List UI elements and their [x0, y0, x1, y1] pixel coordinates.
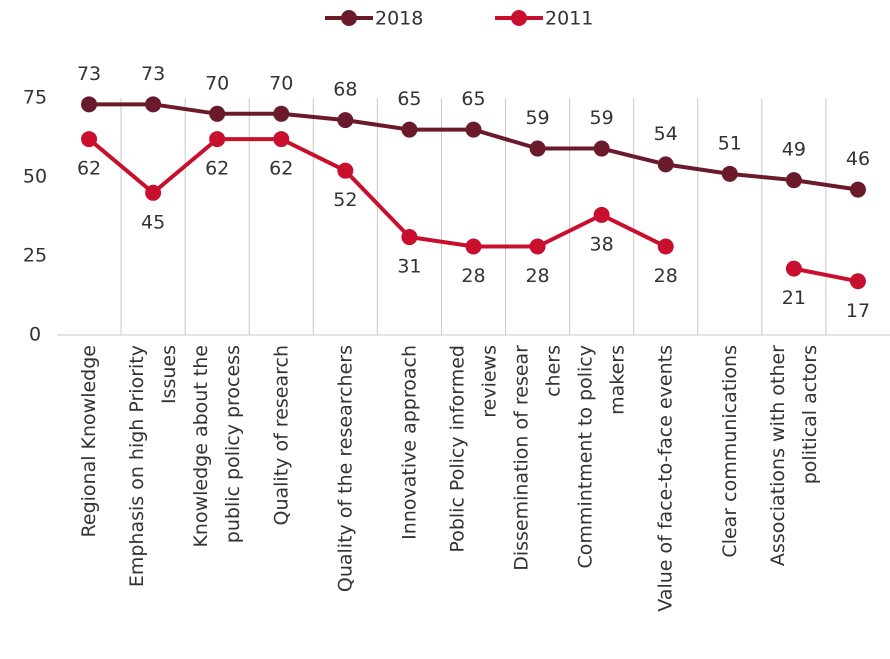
- data-label: 46: [846, 148, 870, 170]
- x-tick-label: Associations with other political actors: [766, 345, 820, 566]
- y-tick-label: 0: [29, 324, 41, 346]
- y-tick-label: 25: [23, 245, 47, 267]
- data-label: 51: [718, 132, 742, 154]
- point: [273, 105, 290, 122]
- data-label: 70: [205, 72, 229, 94]
- data-label: 28: [461, 265, 485, 287]
- point: [849, 273, 866, 290]
- data-label: 21: [782, 287, 806, 309]
- series-line: [87, 137, 859, 284]
- data-label: 28: [654, 265, 678, 287]
- data-label: 52: [333, 189, 357, 211]
- data-label: 59: [525, 107, 549, 129]
- data-label: 62: [269, 158, 293, 180]
- point: [81, 131, 98, 148]
- data-label: 68: [333, 79, 357, 101]
- x-tick-label: Dissemination of resear chers: [510, 345, 564, 571]
- point: [849, 181, 866, 198]
- x-tick-label: Value of face-to-face events: [654, 345, 676, 612]
- x-tick-label: Knowledge about the public policy process: [190, 345, 244, 548]
- data-label: 59: [590, 107, 614, 129]
- x-tick-label: Quality of research: [270, 345, 292, 525]
- data-label: 45: [141, 211, 165, 233]
- x-tick-label: Quality of the researchers: [334, 345, 356, 592]
- data-label: 73: [77, 63, 101, 85]
- point: [145, 184, 162, 201]
- data-label: 73: [141, 63, 165, 85]
- point: [273, 131, 290, 148]
- point: [529, 140, 546, 157]
- x-tick-label: Emphasis on high Priority Issues: [126, 345, 180, 587]
- point: [529, 238, 546, 255]
- x-tick-label: Clear communications: [718, 345, 740, 558]
- data-label: 31: [397, 256, 421, 278]
- legend-label: 2018: [375, 8, 423, 30]
- data-label: 28: [525, 265, 549, 287]
- data-label: 62: [77, 158, 101, 180]
- point: [593, 206, 610, 223]
- point: [657, 238, 674, 255]
- point: [721, 165, 738, 182]
- legend-marker: [511, 10, 527, 26]
- data-label: 70: [269, 72, 293, 94]
- point: [209, 131, 226, 148]
- point: [465, 121, 482, 138]
- x-tick-label: Regional Knowledge: [78, 345, 100, 537]
- x-tick-label: Commintment to policy makers: [574, 345, 628, 568]
- data-label: 49: [782, 139, 806, 161]
- point: [465, 238, 482, 255]
- point: [401, 121, 418, 138]
- data-label: 38: [590, 233, 614, 255]
- point: [401, 229, 418, 246]
- data-label: 62: [205, 158, 229, 180]
- point: [593, 140, 610, 157]
- data-label: 65: [461, 88, 485, 110]
- point: [657, 156, 674, 173]
- point: [145, 96, 162, 113]
- y-tick-label: 75: [23, 87, 47, 109]
- x-tick-label: Innovative approach: [398, 345, 420, 540]
- legend-marker: [341, 10, 357, 26]
- data-label: 65: [397, 88, 421, 110]
- point: [337, 162, 354, 179]
- data-label: 17: [846, 300, 870, 322]
- point: [337, 112, 354, 129]
- legend-label: 2011: [545, 8, 593, 30]
- y-tick-label: 50: [23, 166, 47, 188]
- data-label: 54: [654, 123, 678, 145]
- point: [785, 260, 802, 277]
- point: [785, 172, 802, 189]
- point: [209, 105, 226, 122]
- point: [81, 96, 98, 113]
- x-tick-label: Poblic Policy informed reviews: [446, 345, 500, 553]
